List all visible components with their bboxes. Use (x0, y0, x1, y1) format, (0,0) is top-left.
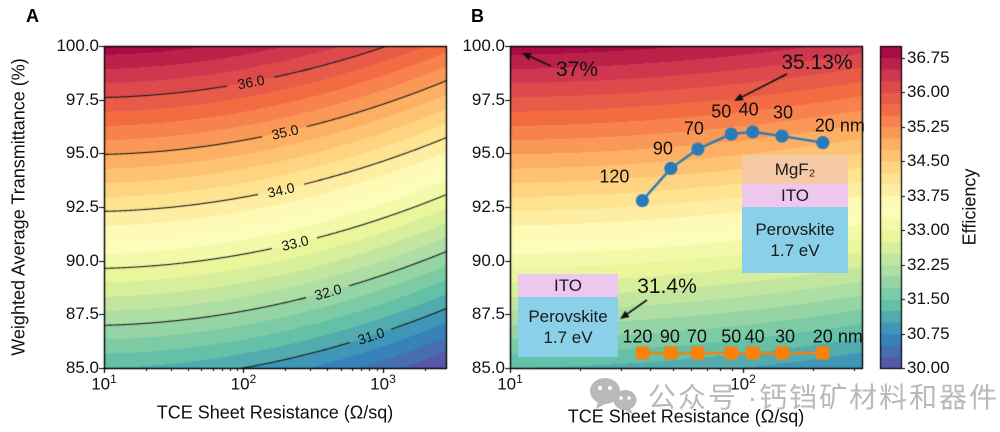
stack-left: ITO Perovskite 1.7 eV (518, 274, 618, 357)
colorbar-tick-label-31.50: 31.50 (907, 289, 950, 308)
panel-b-label: B (471, 6, 484, 26)
x-tick-label-a-10e3: 103 (370, 372, 396, 394)
series-with-mgf2-label-30nm: 30 (773, 102, 794, 123)
y-tick-label-b-87.5: 87.5 (471, 304, 505, 324)
watermark-text: 公众号 ·钙铛矿材料和器件 (648, 382, 1000, 413)
stack-right-layer-ito: ITO (742, 184, 848, 207)
colorbar-tick-label-32.25: 32.25 (907, 254, 950, 274)
y-tick-label-a-95.0: 95.0 (65, 143, 99, 163)
series-no-mgf2-label-120nm: 120 (622, 326, 653, 347)
x-tick-label-b-10e2: 102 (730, 372, 756, 394)
y-tick-label-b-100.0: 100.0 (462, 36, 505, 55)
y-tick-label-b-92.5: 92.5 (471, 197, 505, 216)
series-no-mgf2-label-90nm: 90 (659, 326, 680, 347)
x-tick-label-a-10e2: 102 (230, 372, 257, 394)
y-tick-label-a-85.0: 85.0 (65, 358, 99, 377)
colorbar-tick-label-33.75: 33.75 (907, 185, 950, 205)
annotation-35.13pct: 35.13% (781, 51, 853, 74)
y-tick-label-a-90.0: 90.0 (65, 250, 99, 270)
series-no-mgf2-label-40nm: 40 (744, 326, 765, 347)
colorbar-label: Efficiency (959, 168, 980, 246)
x-axis-label-panel-a: TCE Sheet Resistance (Ω/sq) (156, 402, 394, 423)
colorbar-tick-label-35.25: 35.25 (907, 116, 950, 136)
colorbar-tick-label-36.75: 36.75 (907, 47, 950, 67)
stack-left-layer-perovskite: Perovskite 1.7 eV (518, 297, 618, 357)
colorbar-tick-label-33.00: 33.00 (907, 220, 950, 239)
stack-right-layer-perovskite: Perovskite 1.7 eV (742, 207, 848, 273)
series-no-mgf2-label-50nm: 50 (721, 326, 742, 347)
y-tick-label-a-97.5: 97.5 (65, 89, 99, 109)
y-tick-label-b-95.0: 95.0 (471, 143, 505, 163)
x-tick-label-b-10e1: 101 (497, 372, 523, 394)
series-with-mgf2-label-90nm: 90 (652, 138, 673, 159)
series-no-mgf2-label-20nm: 20 nm (812, 326, 863, 347)
series-with-mgf2-label-20nm: 20 nm (814, 115, 865, 136)
colorbar-tick-label-30.75: 30.75 (907, 323, 950, 343)
annotation-31.4pct: 31.4% (637, 275, 697, 298)
panel-a-label: A (26, 6, 39, 26)
y-tick-label-b-97.5: 97.5 (471, 89, 505, 109)
annotation-37pct: 37% (555, 58, 599, 81)
stack-right: MgF₂ ITO Perovskite 1.7 eV (742, 155, 848, 273)
x-tick-label-a-10e1: 101 (91, 372, 117, 394)
stack-right-layer-mgf: MgF₂ (742, 155, 848, 184)
colorbar-tick-label-30.00: 30.00 (907, 358, 950, 377)
wechat-icon (590, 378, 637, 414)
stack-left-layer-ito: ITO (518, 274, 618, 297)
series-with-mgf2-label-120nm: 120 (599, 166, 630, 187)
series-no-mgf2-label-70nm: 70 (686, 326, 707, 347)
series-with-mgf2-label-50nm: 50 (711, 101, 732, 122)
y-tick-label-b-90.0: 90.0 (471, 250, 505, 270)
y-tick-label-a-87.5: 87.5 (65, 304, 99, 324)
series-with-mgf2-label-40nm: 40 (738, 99, 759, 120)
series-with-mgf2-label-70nm: 70 (683, 118, 704, 139)
y-tick-label-b-85.0: 85.0 (471, 358, 505, 377)
colorbar-tick-label-34.50: 34.50 (907, 151, 950, 170)
x-axis-label-panel-b: TCE Sheet Resistance (Ω/sq) (567, 406, 805, 427)
series-no-mgf2-label-30nm: 30 (775, 326, 796, 347)
y-axis-label: Weighted Average Transmittance (%) (8, 58, 29, 356)
y-tick-label-a-100.0: 100.0 (56, 36, 99, 55)
y-tick-label-a-92.5: 92.5 (65, 197, 99, 216)
colorbar-tick-label-36.00: 36.00 (907, 82, 950, 101)
